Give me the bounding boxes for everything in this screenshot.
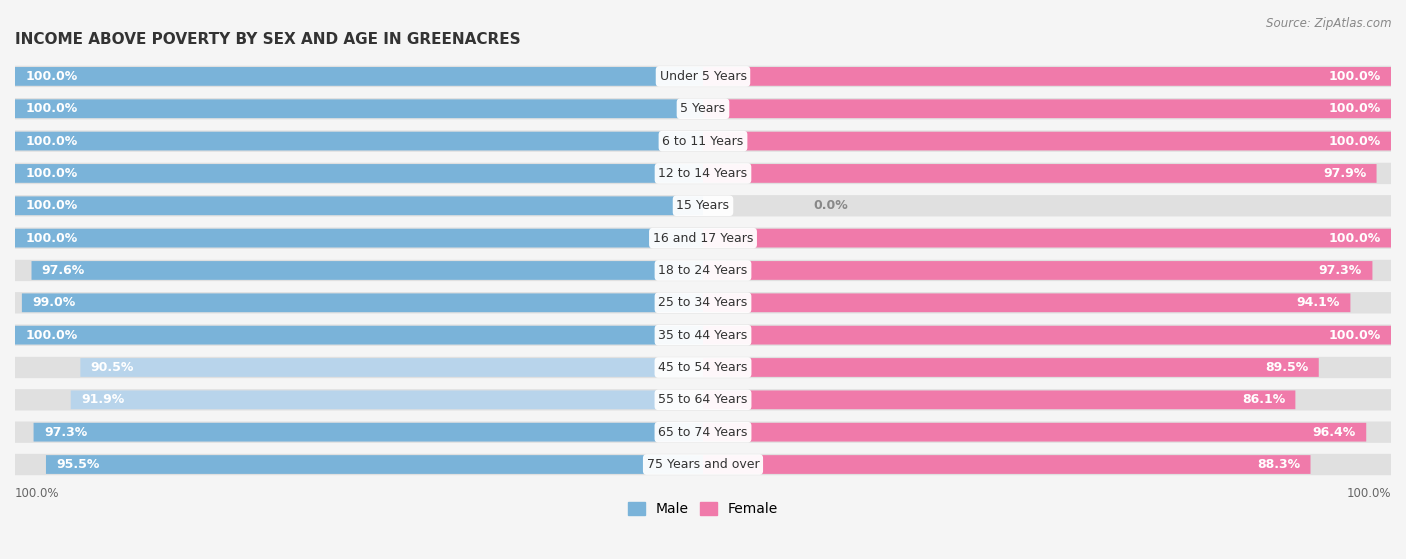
Text: 100.0%: 100.0%: [25, 199, 77, 212]
Text: 45 to 54 Years: 45 to 54 Years: [658, 361, 748, 374]
Text: 100.0%: 100.0%: [1347, 486, 1391, 500]
Text: 100.0%: 100.0%: [1329, 102, 1381, 115]
Text: 99.0%: 99.0%: [32, 296, 76, 309]
FancyBboxPatch shape: [703, 423, 1367, 442]
Text: 100.0%: 100.0%: [25, 135, 77, 148]
Text: 95.5%: 95.5%: [56, 458, 100, 471]
FancyBboxPatch shape: [80, 358, 703, 377]
Text: 100.0%: 100.0%: [1329, 70, 1381, 83]
Text: 75 Years and over: 75 Years and over: [647, 458, 759, 471]
FancyBboxPatch shape: [31, 261, 703, 280]
FancyBboxPatch shape: [15, 454, 1391, 475]
Text: 100.0%: 100.0%: [25, 102, 77, 115]
Text: 0.0%: 0.0%: [813, 199, 848, 212]
Text: 94.1%: 94.1%: [1296, 296, 1340, 309]
Text: 90.5%: 90.5%: [90, 361, 134, 374]
FancyBboxPatch shape: [703, 67, 1391, 86]
Text: 97.9%: 97.9%: [1323, 167, 1367, 180]
Text: 100.0%: 100.0%: [25, 167, 77, 180]
Legend: Male, Female: Male, Female: [623, 496, 783, 522]
Text: 6 to 11 Years: 6 to 11 Years: [662, 135, 744, 148]
FancyBboxPatch shape: [703, 132, 1391, 150]
Text: 5 Years: 5 Years: [681, 102, 725, 115]
Text: 97.3%: 97.3%: [44, 425, 87, 439]
FancyBboxPatch shape: [15, 67, 703, 86]
Text: 100.0%: 100.0%: [25, 231, 77, 245]
FancyBboxPatch shape: [15, 260, 1391, 281]
FancyBboxPatch shape: [703, 261, 1372, 280]
FancyBboxPatch shape: [703, 358, 1319, 377]
FancyBboxPatch shape: [15, 100, 703, 118]
Text: 100.0%: 100.0%: [25, 70, 77, 83]
Text: 86.1%: 86.1%: [1241, 394, 1285, 406]
Text: 96.4%: 96.4%: [1313, 425, 1355, 439]
FancyBboxPatch shape: [15, 196, 703, 215]
FancyBboxPatch shape: [15, 228, 1391, 249]
Text: 100.0%: 100.0%: [1329, 329, 1381, 342]
FancyBboxPatch shape: [34, 423, 703, 442]
Text: 16 and 17 Years: 16 and 17 Years: [652, 231, 754, 245]
Text: 55 to 64 Years: 55 to 64 Years: [658, 394, 748, 406]
FancyBboxPatch shape: [22, 293, 703, 312]
Text: 25 to 34 Years: 25 to 34 Years: [658, 296, 748, 309]
FancyBboxPatch shape: [703, 293, 1350, 312]
Text: 100.0%: 100.0%: [15, 486, 59, 500]
FancyBboxPatch shape: [15, 130, 1391, 151]
FancyBboxPatch shape: [70, 390, 703, 409]
Text: 97.6%: 97.6%: [42, 264, 86, 277]
FancyBboxPatch shape: [703, 326, 1391, 344]
Text: 89.5%: 89.5%: [1265, 361, 1309, 374]
Text: 65 to 74 Years: 65 to 74 Years: [658, 425, 748, 439]
FancyBboxPatch shape: [703, 100, 1391, 118]
Text: 97.3%: 97.3%: [1319, 264, 1362, 277]
Text: 15 Years: 15 Years: [676, 199, 730, 212]
FancyBboxPatch shape: [703, 229, 1391, 248]
FancyBboxPatch shape: [46, 455, 703, 474]
Text: Under 5 Years: Under 5 Years: [659, 70, 747, 83]
FancyBboxPatch shape: [15, 132, 703, 150]
Text: 91.9%: 91.9%: [82, 394, 124, 406]
FancyBboxPatch shape: [15, 292, 1391, 314]
Text: 12 to 14 Years: 12 to 14 Years: [658, 167, 748, 180]
FancyBboxPatch shape: [15, 98, 1391, 120]
FancyBboxPatch shape: [703, 455, 1310, 474]
Text: Source: ZipAtlas.com: Source: ZipAtlas.com: [1267, 17, 1392, 30]
FancyBboxPatch shape: [15, 421, 1391, 443]
FancyBboxPatch shape: [15, 164, 703, 183]
FancyBboxPatch shape: [15, 195, 1391, 216]
FancyBboxPatch shape: [15, 229, 703, 248]
Text: 88.3%: 88.3%: [1257, 458, 1301, 471]
Text: 100.0%: 100.0%: [1329, 231, 1381, 245]
Text: 100.0%: 100.0%: [25, 329, 77, 342]
FancyBboxPatch shape: [15, 389, 1391, 410]
Text: 100.0%: 100.0%: [1329, 135, 1381, 148]
FancyBboxPatch shape: [15, 357, 1391, 378]
Text: INCOME ABOVE POVERTY BY SEX AND AGE IN GREENACRES: INCOME ABOVE POVERTY BY SEX AND AGE IN G…: [15, 32, 520, 47]
FancyBboxPatch shape: [15, 163, 1391, 184]
Text: 35 to 44 Years: 35 to 44 Years: [658, 329, 748, 342]
FancyBboxPatch shape: [703, 390, 1295, 409]
FancyBboxPatch shape: [15, 324, 1391, 346]
Text: 18 to 24 Years: 18 to 24 Years: [658, 264, 748, 277]
FancyBboxPatch shape: [703, 164, 1376, 183]
FancyBboxPatch shape: [15, 66, 1391, 87]
FancyBboxPatch shape: [15, 326, 703, 344]
